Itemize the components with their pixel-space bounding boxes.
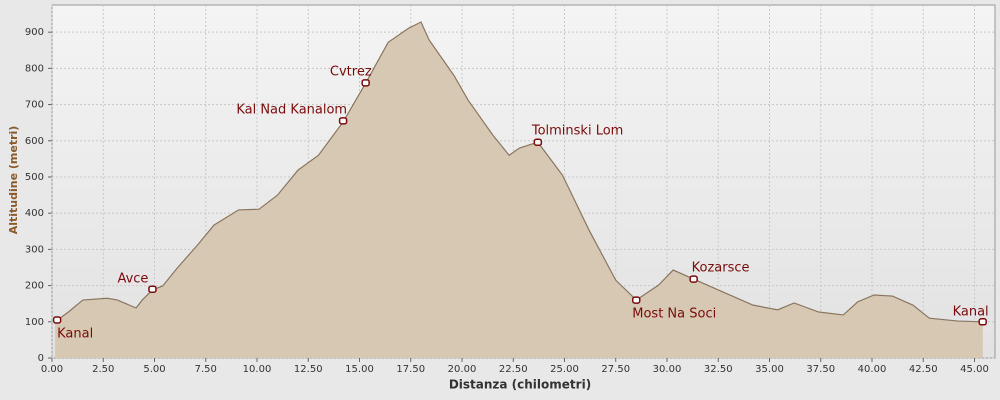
waypoint-label: Cvtrez — [330, 64, 372, 79]
y-tick-label: 400 — [25, 208, 44, 219]
x-tick-label: 22.50 — [499, 364, 528, 375]
waypoint-label: Kozarsce — [692, 261, 750, 276]
x-tick-label: 2.50 — [92, 364, 114, 375]
y-tick-label: 900 — [25, 27, 44, 38]
waypoint-label: Kanal — [57, 326, 93, 341]
x-tick-label: 20.00 — [448, 364, 477, 375]
waypoint-marker — [689, 275, 698, 283]
waypoint-marker — [148, 285, 157, 293]
x-axis-title: Distanza (chilometri) — [449, 378, 591, 392]
y-tick-label: 700 — [25, 100, 44, 111]
y-tick-label: 300 — [25, 244, 44, 255]
x-tick-label: 12.50 — [294, 364, 323, 375]
x-tick-label: 42.50 — [909, 364, 938, 375]
y-tick-label: 100 — [25, 317, 44, 328]
x-tick-label: 32.50 — [704, 364, 733, 375]
x-tick-label: 15.00 — [345, 364, 374, 375]
y-tick-label: 200 — [25, 281, 44, 292]
x-tick-label: 25.00 — [550, 364, 579, 375]
waypoint-marker — [338, 117, 348, 125]
x-tick-label: 35.00 — [755, 364, 784, 375]
x-tick-label: 40.00 — [858, 364, 887, 375]
x-tick-label: 27.50 — [601, 364, 630, 375]
x-tick-label: 30.00 — [653, 364, 682, 375]
x-tick-label: 5.00 — [143, 364, 165, 375]
x-tick-label: 0.00 — [41, 364, 63, 375]
area — [55, 22, 983, 358]
waypoint-label: Most Na Soci — [632, 307, 716, 322]
waypoint-marker — [533, 138, 543, 146]
y-axis-title: Altitudine (metri) — [7, 126, 20, 235]
profile-line — [54, 21, 983, 323]
waypoint-label: Kanal — [953, 304, 989, 319]
y-tick-label: 500 — [25, 172, 44, 183]
x-tick-label: 17.50 — [396, 364, 425, 375]
waypoint-label: Tolminski Lom — [531, 124, 624, 139]
x-tick-label: 7.50 — [195, 364, 217, 375]
waypoint-marker — [52, 316, 62, 324]
x-tick-label: 37.50 — [806, 364, 835, 375]
waypoint-marker — [361, 79, 370, 87]
waypoint-marker — [978, 318, 987, 326]
y-tick-label: 800 — [25, 63, 44, 74]
y-tick-label: 0 — [38, 353, 44, 364]
y-tick-label: 600 — [25, 136, 44, 147]
waypoint-label: Kal Nad Kanalom — [236, 102, 347, 117]
waypoint-marker — [632, 296, 641, 304]
x-tick-label: 45.00 — [960, 364, 989, 375]
waypoint-label: Avce — [117, 272, 148, 287]
x-tick-label: 10.00 — [243, 364, 272, 375]
